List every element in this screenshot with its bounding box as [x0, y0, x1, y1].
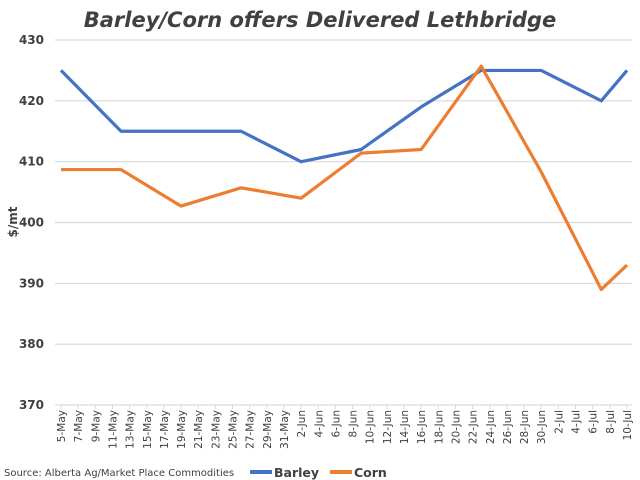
x-tick-label: 11-May — [107, 410, 119, 449]
series-lines — [59, 64, 629, 292]
y-tick-label: 430 — [19, 33, 44, 47]
x-tick-label: 2-Jul — [553, 410, 565, 434]
x-tick-label: 30-Jun — [536, 410, 548, 444]
x-tick-label: 22-Jun — [468, 410, 480, 444]
x-tick-label: 21-May — [193, 410, 205, 449]
legend: Barley Corn — [250, 465, 387, 480]
legend-label-barley: Barley — [274, 465, 319, 480]
x-tick-label: 23-May — [210, 410, 222, 449]
x-tick-label: 2-Jun — [296, 410, 308, 437]
x-tick-label: 31-May — [279, 410, 291, 449]
x-tick-label: 28-Jun — [519, 410, 531, 444]
x-tick-label: 20-Jun — [450, 410, 462, 444]
x-tick-label: 4-Jun — [313, 410, 325, 437]
x-tick-label: 8-Jun — [348, 410, 360, 437]
series-line-corn — [61, 64, 629, 292]
y-tick-label: 380 — [19, 337, 44, 351]
x-tick-label: 7-May — [73, 410, 85, 442]
x-tick-label: 5-May — [56, 410, 68, 442]
x-tick-label: 8-Jul — [605, 410, 617, 434]
x-tick-label: 25-May — [228, 410, 240, 449]
y-tick-label: 390 — [19, 276, 44, 290]
x-tick-label: 13-May — [125, 410, 137, 449]
source-note: Source: Alberta Ag/Market Place Commodit… — [4, 468, 234, 479]
x-tick-label: 15-May — [142, 410, 154, 449]
x-tick-label: 29-May — [262, 410, 274, 449]
x-tick-label: 10-Jul — [622, 410, 634, 440]
gridlines — [55, 39, 632, 406]
legend-label-corn: Corn — [354, 465, 387, 480]
x-tick-label: 12-Jun — [382, 410, 394, 444]
y-tick-label: 400 — [19, 216, 44, 230]
x-tick-label: 16-Jun — [416, 410, 428, 444]
x-tick-label: 27-May — [245, 410, 257, 449]
series-line-barley — [59, 68, 629, 164]
x-axis-ticks: 5-May 7-May 9-May 11-May 13-May 15-May 17-May 1… — [56, 405, 634, 449]
x-tick-label: 24-Jun — [485, 410, 497, 444]
x-tick-label: 19-May — [176, 410, 188, 449]
x-tick-label: 10-Jun — [365, 410, 377, 444]
x-tick-label: 9-May — [90, 410, 102, 442]
y-axis-label: $/mt — [6, 206, 20, 237]
y-tick-label: 420 — [19, 94, 44, 108]
y-axis-ticks: 370 380 390 400 410 420 430 — [19, 33, 44, 412]
x-tick-label: 6-Jul — [588, 410, 600, 434]
y-tick-label: 410 — [19, 155, 44, 169]
chart-title: Barley/Corn offers Delivered Lethbridge — [84, 8, 557, 32]
y-tick-label: 370 — [19, 398, 44, 412]
x-tick-label: 4-Jul — [571, 410, 583, 434]
x-tick-label: 26-Jun — [502, 410, 514, 444]
x-tick-label: 18-Jun — [433, 410, 445, 444]
x-tick-label: 14-Jun — [399, 410, 411, 444]
x-tick-label: 6-Jun — [330, 410, 342, 437]
x-tick-label: 17-May — [159, 410, 171, 449]
